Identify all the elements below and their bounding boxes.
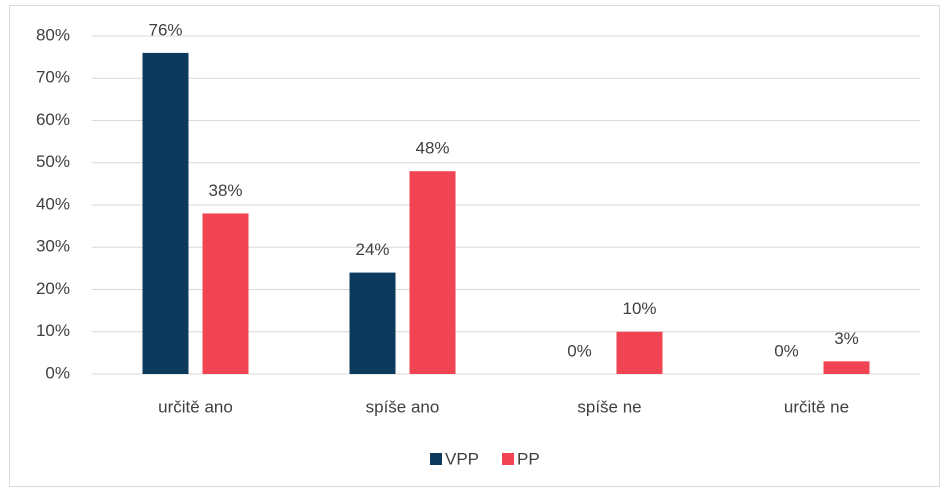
data-label: 0% [774, 341, 799, 360]
legend-swatch [502, 453, 515, 465]
x-tick-label: spíše ne [577, 397, 641, 416]
y-tick-label: 40% [36, 194, 70, 213]
data-label: 76% [148, 20, 182, 39]
y-tick-label: 30% [36, 237, 70, 256]
data-label: 10% [622, 299, 656, 318]
data-label: 0% [567, 341, 592, 360]
data-label: 38% [208, 181, 242, 200]
data-label: 3% [834, 329, 859, 348]
bar [202, 213, 249, 374]
x-tick-label: spíše ano [366, 397, 440, 416]
y-tick-label: 20% [36, 279, 70, 298]
y-tick-label: 0% [45, 363, 70, 382]
y-tick-label: 50% [36, 152, 70, 171]
legend-label: PP [517, 449, 540, 468]
data-label: 24% [355, 240, 389, 259]
bar [823, 361, 870, 374]
legend-swatch [430, 453, 442, 465]
y-tick-label: 60% [36, 110, 70, 129]
bar [349, 272, 396, 374]
bar [142, 52, 189, 375]
x-tick-label: určitě ne [784, 397, 849, 416]
x-tick-label: určitě ano [158, 397, 233, 416]
legend-label: VPP [445, 449, 479, 468]
y-tick-label: 80% [36, 25, 70, 44]
bar [616, 331, 663, 374]
y-tick-label: 10% [36, 321, 70, 340]
data-label: 48% [415, 139, 449, 158]
bar [409, 171, 456, 374]
y-tick-label: 70% [36, 68, 70, 87]
